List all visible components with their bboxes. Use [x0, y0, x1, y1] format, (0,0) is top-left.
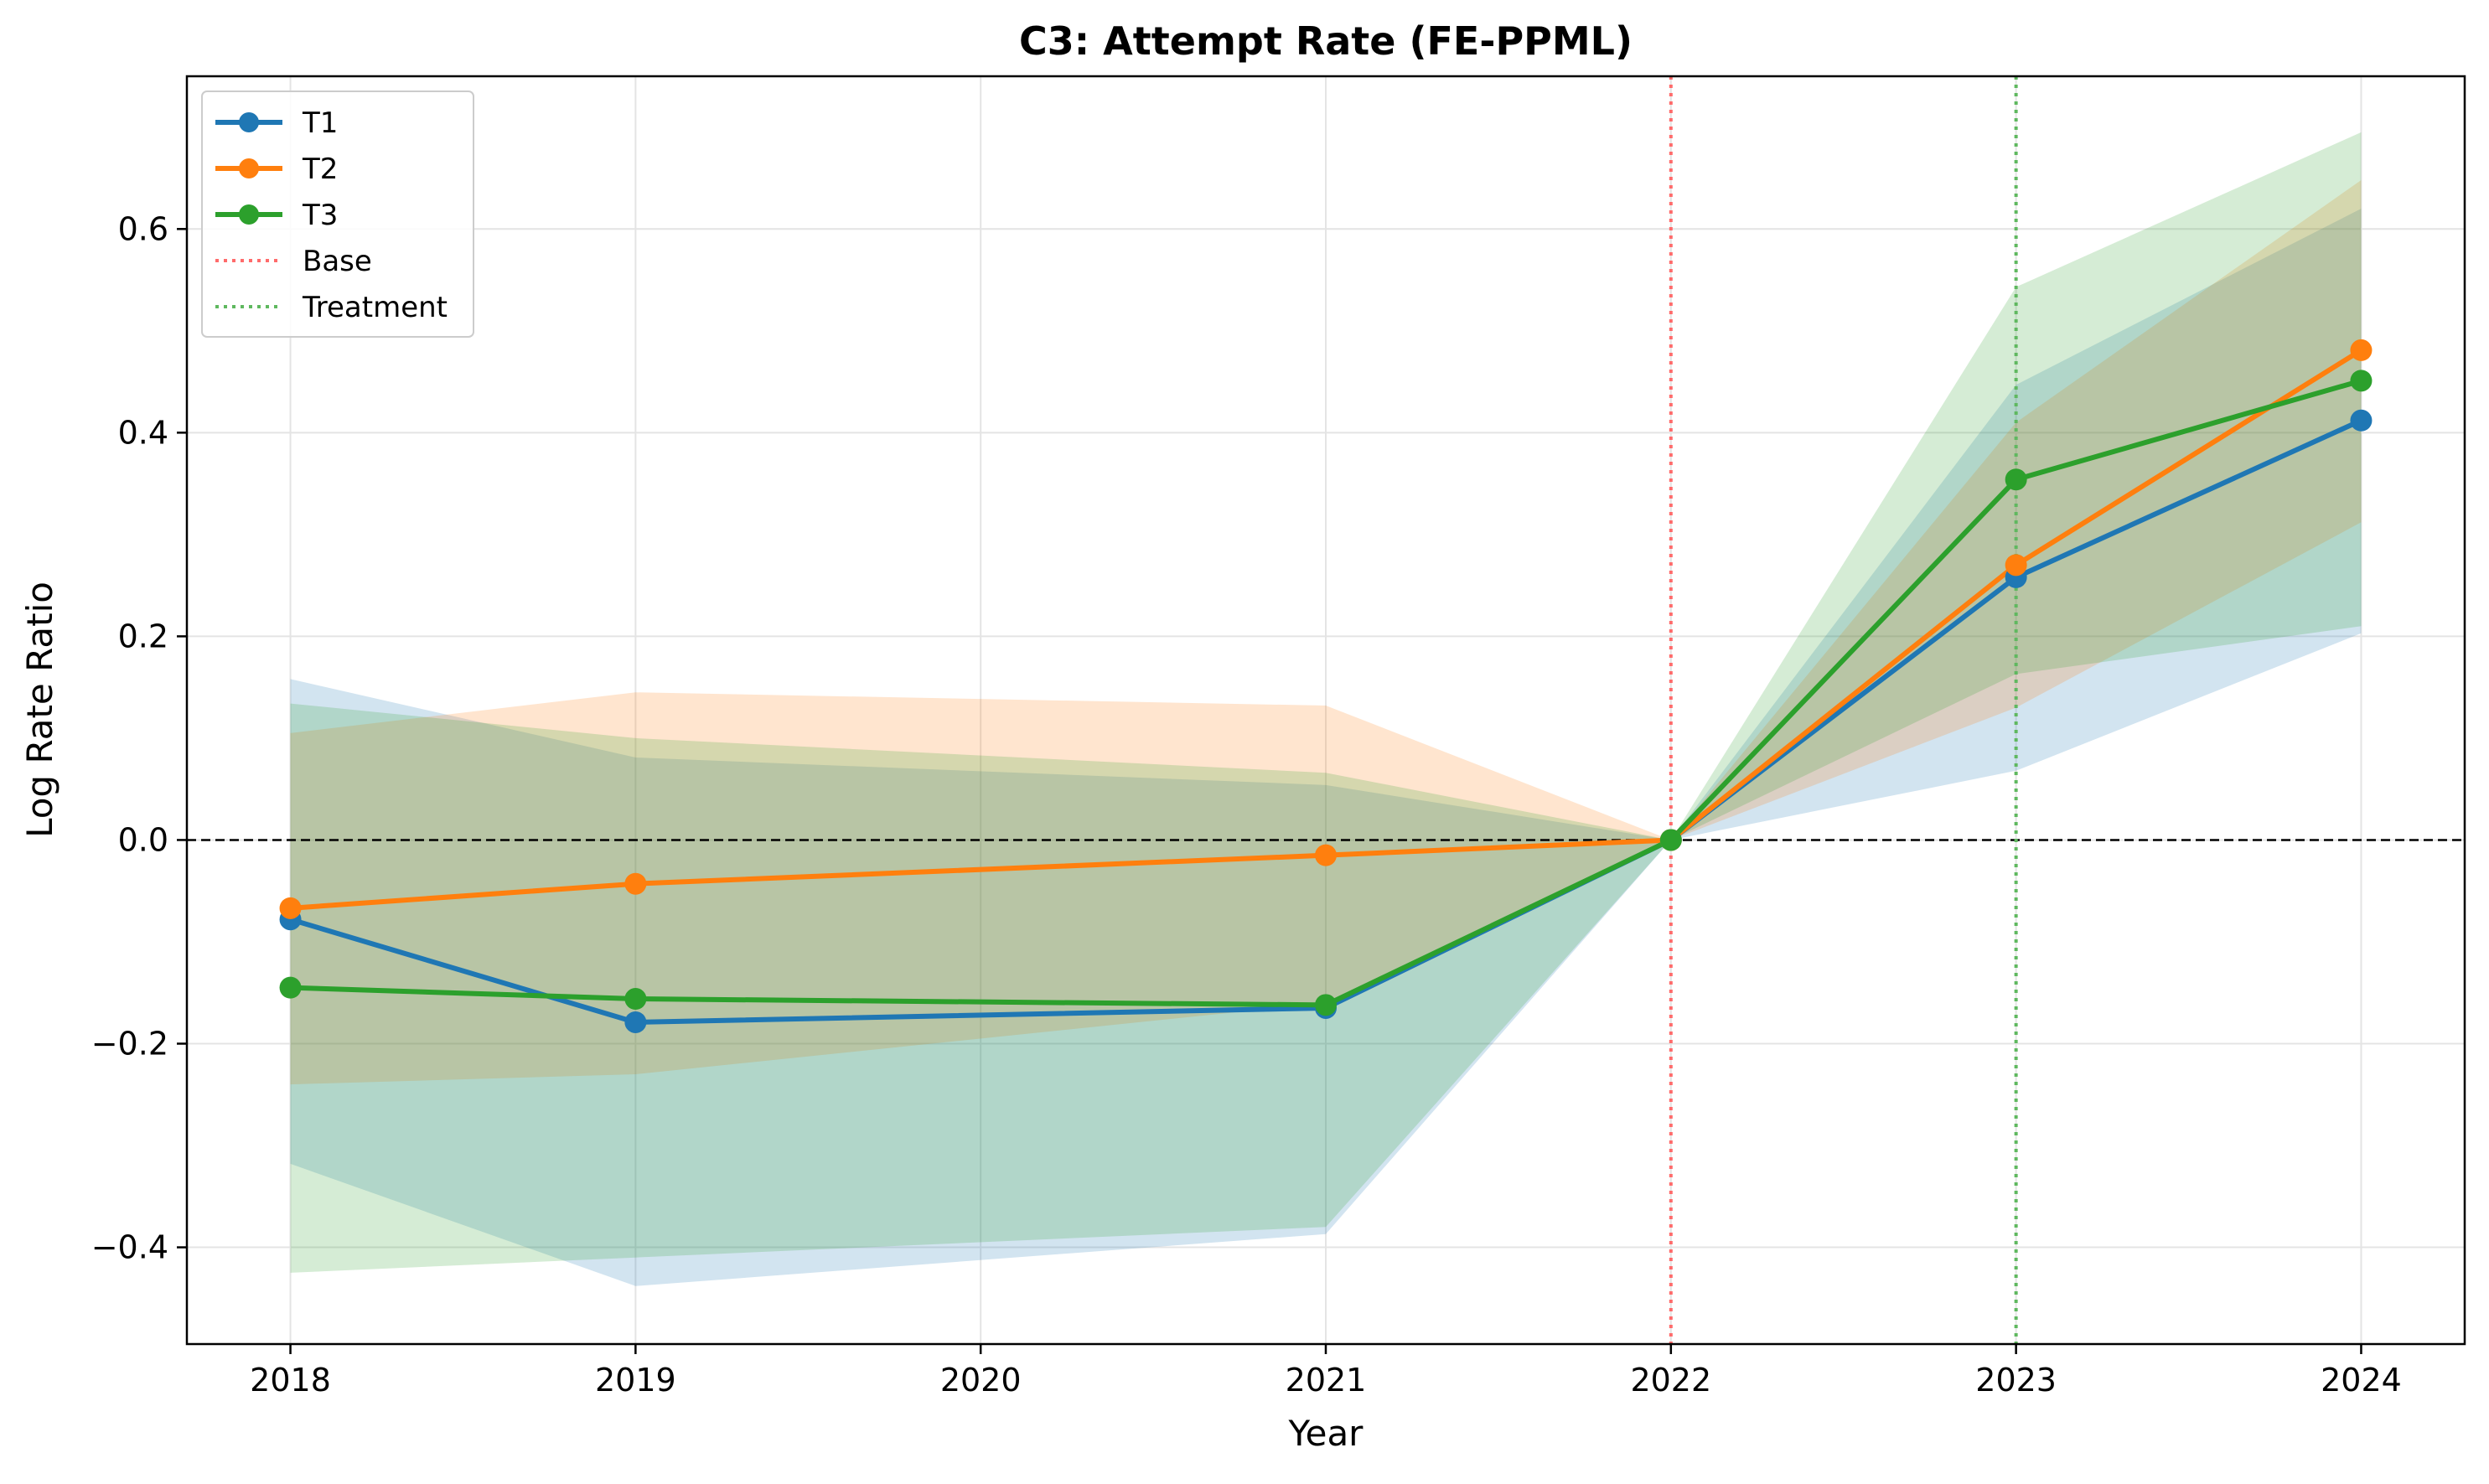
- x-tick-label: 2019: [595, 1362, 676, 1399]
- series-lines: [287, 347, 2364, 1025]
- data-point-t2: [2005, 554, 2027, 577]
- legend: T1 T2 T3 Base Treatment: [201, 90, 474, 338]
- data-point-t1: [624, 1011, 647, 1033]
- data-point-t3: [1659, 829, 1682, 851]
- data-point-t3: [2350, 370, 2373, 392]
- series-points: [279, 339, 2373, 1033]
- data-point-t3: [1315, 994, 1337, 1016]
- y-tick-label: −0.2: [91, 1025, 168, 1062]
- legend-label-treatment: Treatment: [302, 291, 448, 324]
- data-point-t2: [2350, 339, 2373, 361]
- data-point-t1: [2350, 409, 2373, 432]
- y-axis-title: Log Rate Ratio: [19, 582, 60, 838]
- legend-label-t2: T2: [302, 153, 338, 186]
- data-point-t2: [624, 872, 647, 895]
- reference-lines: [187, 76, 2465, 1344]
- series-line-t2: [287, 347, 2364, 911]
- x-axis-ticks: 2018 2019 2020 2021 2022 2023 2024: [250, 1344, 2402, 1399]
- x-tick-label: 2018: [250, 1362, 331, 1399]
- y-tick-label: 0.2: [118, 618, 168, 654]
- x-tick-label: 2022: [1630, 1362, 1711, 1399]
- legend-label-base: Base: [303, 245, 372, 278]
- legend-label-t1: T1: [302, 106, 338, 140]
- legend-marker-t1: [239, 112, 259, 132]
- ci-band-t3: [290, 132, 2362, 1273]
- chart-title: C3: Attempt Rate (FE-PPML): [1019, 18, 1633, 64]
- data-point-t2: [279, 897, 302, 919]
- data-point-t2: [1315, 844, 1337, 866]
- series-line-t3: [287, 378, 2364, 1008]
- legend-box: [201, 90, 474, 338]
- data-point-t3: [624, 988, 647, 1011]
- y-axis-ticks: −0.4 −0.2 0.0 0.2 0.4 0.6: [91, 210, 187, 1266]
- data-point-t3: [279, 976, 302, 999]
- legend-marker-t3: [239, 204, 259, 225]
- y-tick-label: 0.4: [118, 414, 168, 451]
- x-tick-label: 2024: [2321, 1362, 2402, 1399]
- legend-label-t3: T3: [302, 199, 338, 232]
- data-point-t3: [2005, 468, 2027, 491]
- x-tick-label: 2023: [1975, 1362, 2057, 1399]
- legend-marker-t2: [239, 158, 259, 178]
- x-axis-title: Year: [1288, 1413, 1364, 1454]
- y-tick-label: 0.6: [118, 210, 168, 247]
- x-tick-label: 2020: [940, 1362, 1022, 1399]
- ci-band-t2: [290, 179, 2362, 1085]
- y-tick-label: −0.4: [91, 1229, 168, 1266]
- x-tick-label: 2021: [1286, 1362, 1367, 1399]
- y-tick-label: 0.0: [118, 821, 168, 858]
